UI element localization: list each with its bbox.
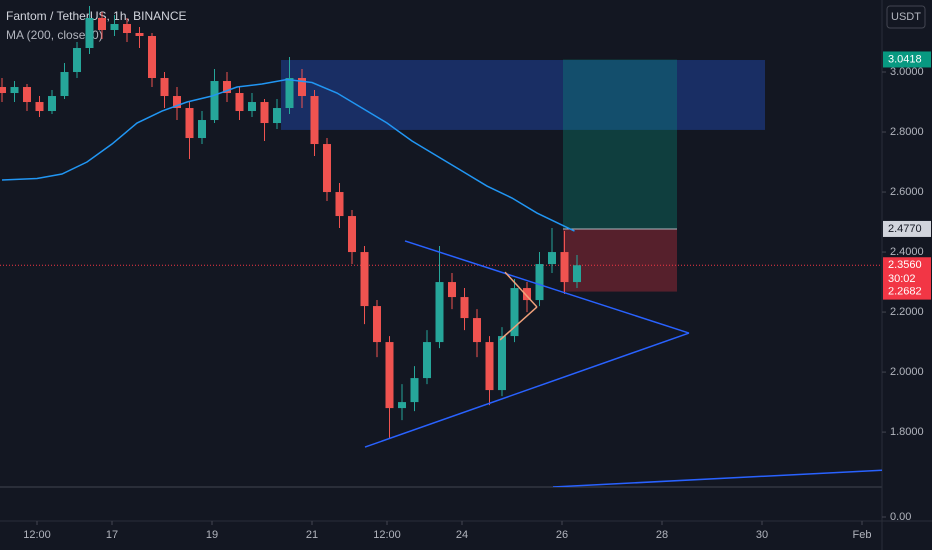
candle-body (385, 342, 394, 409)
chart-title: Fantom / TetherUS, 1h, BINANCE (6, 9, 187, 23)
candle-body (148, 36, 156, 79)
candle-body (460, 297, 469, 319)
x-tick-label: 24 (456, 529, 468, 541)
y-tick-label: 0.00 (890, 511, 911, 523)
last-price-box (883, 257, 931, 288)
candle-body (10, 87, 19, 94)
candle-body (73, 48, 81, 73)
candle-body (48, 96, 56, 112)
candle-body (110, 24, 119, 31)
x-tick-label: 12:00 (23, 529, 51, 541)
candle-body (223, 81, 231, 94)
price-label: 3.0418 (888, 53, 922, 65)
candle-body (573, 265, 581, 283)
y-tick-label: 3.0000 (890, 66, 924, 78)
candle-body (410, 378, 419, 403)
x-tick-label: 19 (206, 529, 218, 541)
candle-body (23, 87, 31, 103)
x-tick-label: 21 (306, 529, 318, 541)
candle-body (248, 102, 256, 112)
candle-body (523, 288, 531, 301)
price-label: 2.4770 (888, 223, 922, 235)
candle-body (473, 318, 481, 343)
y-tick-label: 2.0000 (890, 366, 924, 378)
price-label: 2.2682 (888, 286, 922, 298)
candle-body (85, 18, 94, 49)
candle-body (198, 120, 206, 139)
candle-body (560, 252, 569, 283)
countdown: 30:02 (888, 273, 916, 285)
candle-body (235, 93, 244, 112)
stop-zone (563, 228, 677, 292)
candle-body (60, 72, 69, 97)
candle-body (210, 81, 219, 121)
price-label-box (883, 283, 931, 300)
x-tick-label: 28 (656, 529, 668, 541)
candle-body (98, 18, 106, 31)
trend-line (499, 306, 538, 341)
candle-body (160, 78, 169, 97)
currency-button[interactable] (886, 5, 926, 29)
trend-line (364, 332, 690, 448)
candle-body (35, 102, 44, 112)
y-tick-label: 2.8000 (890, 126, 924, 138)
target-zone (563, 59, 677, 229)
candle-body (548, 252, 556, 265)
candle-body (298, 78, 306, 97)
candle-body (535, 264, 544, 301)
candle-body (310, 96, 319, 145)
candle-body (485, 342, 494, 391)
candle-body (185, 108, 194, 139)
candle-body (135, 33, 144, 37)
trend-line (552, 469, 882, 487)
candle-body (123, 24, 131, 34)
y-tick-label: 2.4000 (890, 246, 924, 258)
y-tick-label: 2.2000 (890, 306, 924, 318)
candle-body (348, 216, 356, 253)
zone (281, 60, 765, 130)
y-tick-label: 1.8000 (890, 426, 924, 438)
candle-body (398, 402, 406, 409)
candle-body (510, 288, 519, 337)
x-tick-label: Feb (853, 529, 872, 541)
candle-body (335, 192, 344, 217)
price-label-box (883, 51, 931, 68)
last-price-label: 2.3560 (888, 259, 922, 271)
candle-body (0, 87, 7, 94)
candle-body (323, 144, 331, 193)
candle-body (435, 282, 444, 343)
x-tick-label: 17 (106, 529, 118, 541)
candle-body (360, 252, 369, 307)
candle-body (373, 306, 381, 343)
price-label-box (883, 220, 931, 237)
candle-body (448, 282, 456, 298)
candle-body (285, 78, 294, 109)
x-tick-label: 26 (556, 529, 568, 541)
candle-body (498, 336, 506, 391)
candle-body (173, 96, 181, 109)
candle-body (260, 102, 269, 124)
candle-body (423, 342, 431, 379)
y-tick-label: 2.6000 (890, 186, 924, 198)
candle-body (273, 108, 281, 124)
x-tick-label: 30 (756, 529, 768, 541)
trend-line (404, 240, 690, 334)
trend-line (504, 271, 538, 308)
indicator-label: MA (200, close, 0) (6, 28, 103, 42)
currency[interactable]: USDT (891, 11, 921, 23)
moving-average (1, 78, 575, 232)
x-tick-label: 12:00 (373, 529, 401, 541)
plot-area (0, 6, 882, 487)
